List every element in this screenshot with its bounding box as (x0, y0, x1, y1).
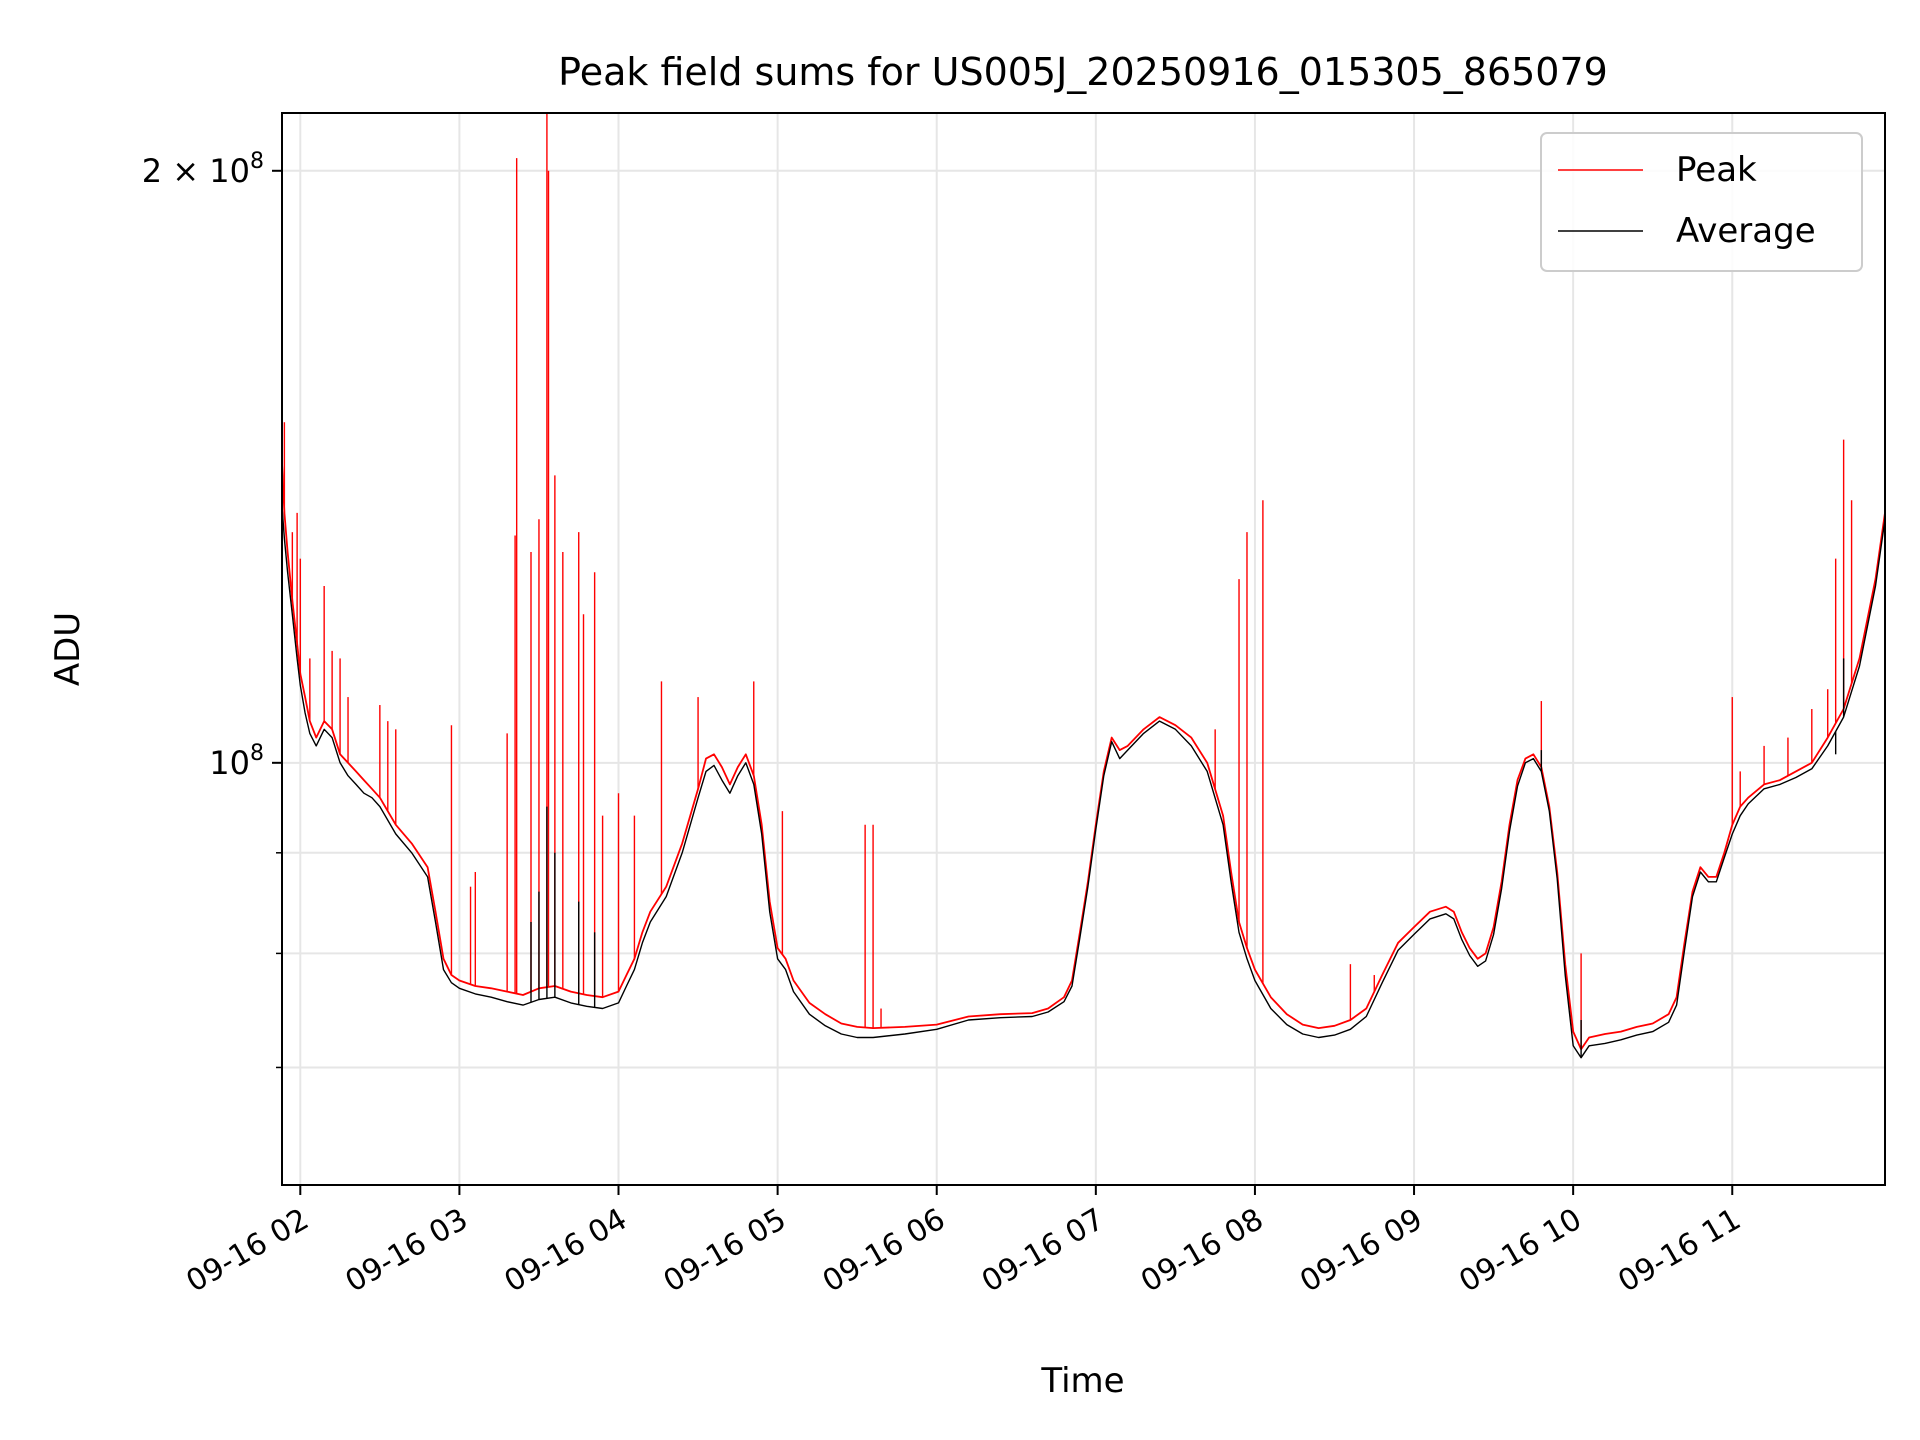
legend-label-average: Average (1676, 211, 1816, 251)
legend: Peak Average (1540, 132, 1863, 272)
grid (282, 113, 1885, 1185)
legend-label-peak: Peak (1676, 150, 1757, 190)
series-line-average (282, 506, 1885, 1059)
chart-title: Peak field sums for US005J_20250916_0153… (558, 50, 1608, 94)
legend-box (1540, 132, 1863, 272)
y-tick-label: 2 × 108 (142, 149, 264, 190)
y-axis-label: ADU (48, 612, 88, 686)
plot-frame (281, 112, 1886, 1186)
series-layer (282, 113, 1885, 1059)
y-tick-label: 108 (209, 741, 264, 782)
x-axis-label: Time (1040, 1361, 1124, 1401)
